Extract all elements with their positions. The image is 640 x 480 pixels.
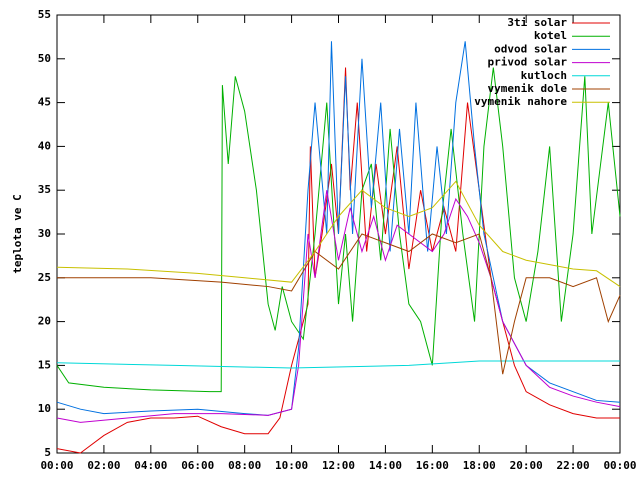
series-line <box>56 180 621 287</box>
x-tick-label: 08:00 <box>228 459 261 472</box>
x-tick-label: 16:00 <box>416 459 449 472</box>
y-axis-label: teplota ve C <box>11 194 24 273</box>
y-tick-label: 20 <box>38 315 51 328</box>
x-tick-label: 04:00 <box>134 459 167 472</box>
x-tick-label: 02:00 <box>87 459 120 472</box>
series-line <box>56 360 620 369</box>
legend-label: kutloch <box>521 69 567 82</box>
x-tick-label: 00:00 <box>40 459 73 472</box>
x-tick-label: 12:00 <box>322 459 355 472</box>
legend-label: odvod solar <box>494 42 567 55</box>
y-tick-label: 10 <box>38 402 51 415</box>
x-tick-label: 20:00 <box>510 459 543 472</box>
x-tick-label: 00:00 <box>603 459 636 472</box>
series-line <box>57 233 621 375</box>
legend-label: 3ti solar <box>507 16 567 29</box>
y-tick-label: 45 <box>38 96 51 109</box>
x-tick-label: 06:00 <box>181 459 214 472</box>
y-tick-label: 55 <box>38 8 51 21</box>
legend-label: privod solar <box>488 56 568 69</box>
x-tick-label: 18:00 <box>463 459 496 472</box>
x-tick-label: 10:00 <box>275 459 308 472</box>
legend-label: kotel <box>534 29 567 42</box>
y-tick-label: 50 <box>38 52 51 65</box>
y-tick-label: 25 <box>38 271 51 284</box>
y-tick-label: 30 <box>38 227 51 240</box>
series-line <box>56 67 621 393</box>
y-tick-label: 40 <box>38 139 51 152</box>
y-tick-label: 5 <box>44 446 51 459</box>
legend-label: vymenik nahore <box>474 95 567 108</box>
x-tick-label: 22:00 <box>557 459 590 472</box>
y-tick-label: 35 <box>38 183 51 196</box>
y-tick-label: 15 <box>38 358 51 371</box>
legend-label: vymenik dole <box>488 82 568 95</box>
x-tick-label: 14:00 <box>369 459 402 472</box>
series-line <box>56 190 621 423</box>
